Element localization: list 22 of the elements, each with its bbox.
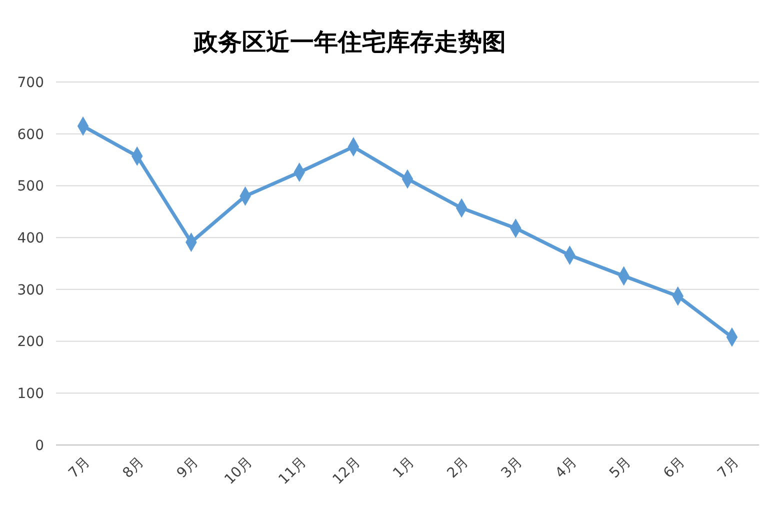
x-tick-label: 7月: [66, 454, 94, 482]
y-tick-label: 600: [17, 126, 44, 143]
x-tick-label: 1月: [390, 454, 418, 482]
y-tick-label: 400: [17, 230, 44, 246]
x-tick-label: 10月: [222, 454, 256, 488]
y-tick-label: 500: [17, 178, 44, 195]
chart-title: 政务区近一年住宅库存走势图: [193, 28, 506, 56]
x-tick-label: 2月: [444, 454, 472, 482]
x-tick-label: 7月: [714, 454, 742, 482]
x-tick-label: 8月: [120, 454, 148, 482]
x-tick-label: 5月: [606, 454, 634, 482]
x-tick-label: 6月: [660, 454, 688, 482]
x-tick-label: 9月: [174, 454, 202, 482]
x-tick-label: 4月: [552, 454, 580, 482]
y-tick-label: 200: [17, 334, 44, 350]
x-tick-label: 3月: [498, 454, 526, 482]
y-tick-label: 300: [17, 282, 44, 298]
y-tick-label: 700: [17, 74, 44, 91]
y-tick-label: 100: [17, 386, 44, 402]
x-tick-label: 12月: [330, 454, 364, 488]
x-tick-label: 11月: [276, 454, 310, 488]
y-tick-label: 0: [35, 438, 44, 454]
